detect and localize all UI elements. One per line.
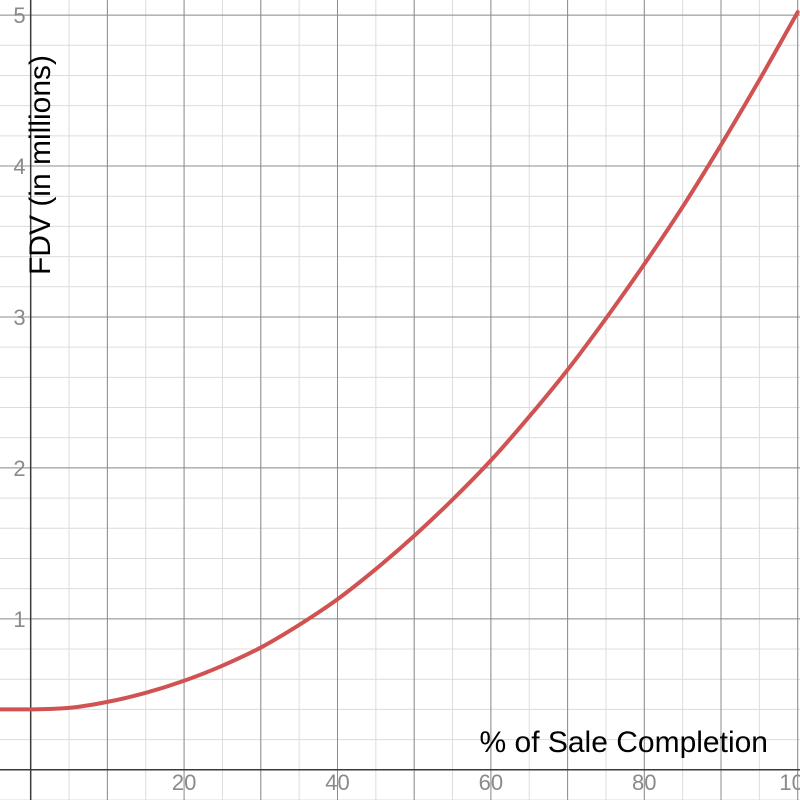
y-axis-title: FDV (in millions) — [24, 55, 57, 275]
x-tick-label: 80 — [632, 770, 656, 795]
y-tick-label: 3 — [13, 305, 25, 330]
series — [0, 10, 800, 712]
series-line — [0, 10, 800, 712]
x-tick-label: 100 — [779, 770, 800, 795]
x-tick-label: 20 — [172, 770, 196, 795]
x-axis-title: % of Sale Completion — [480, 726, 769, 759]
x-tick-label: 60 — [479, 770, 503, 795]
x-tick-label: 40 — [325, 770, 349, 795]
tick-labels: 20 40 60 80 100 1 2 3 4 5 — [13, 3, 800, 795]
y-tick-label: 5 — [13, 3, 25, 28]
y-tick-label: 4 — [13, 154, 25, 179]
y-tick-label: 1 — [13, 607, 25, 632]
y-tick-label: 2 — [13, 456, 25, 481]
